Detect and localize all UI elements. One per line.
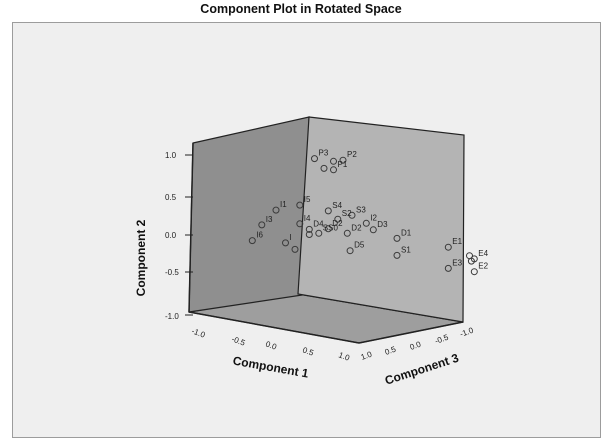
data-point bbox=[305, 231, 313, 238]
x-tick-label: 0.0 bbox=[264, 339, 278, 351]
point-label: E4 bbox=[478, 249, 488, 258]
point-label: P2 bbox=[347, 150, 357, 159]
point-label: S3 bbox=[356, 205, 366, 214]
point-label: S1 bbox=[401, 245, 411, 254]
point-label: SS0 bbox=[323, 223, 339, 232]
z-tick-label: -0.5 bbox=[434, 333, 451, 346]
point-label: S2 bbox=[342, 209, 352, 218]
scatter-3d-plot: 1.0 0.5 0.0 -0.5 -1.0 Component 2 -1.0 -… bbox=[134, 116, 489, 388]
plot-frame: 1.0 0.5 0.0 -0.5 -1.0 Component 2 -1.0 -… bbox=[12, 22, 601, 438]
data-point bbox=[362, 219, 370, 227]
point-label: I1 bbox=[280, 200, 287, 209]
y-tick-label: 0.5 bbox=[165, 193, 177, 202]
data-point bbox=[339, 156, 347, 164]
data-point bbox=[291, 245, 299, 253]
data-point bbox=[320, 164, 328, 172]
x-tick-label: -0.5 bbox=[230, 334, 247, 347]
box-edge bbox=[188, 311, 360, 344]
data-point bbox=[346, 247, 354, 255]
point-label: D1 bbox=[401, 228, 412, 237]
z-axis: 1.0 0.5 0.0 -0.5 -1.0 bbox=[360, 326, 476, 362]
data-point bbox=[348, 211, 356, 219]
box-edge bbox=[188, 142, 194, 313]
data-point bbox=[470, 268, 478, 276]
data-point bbox=[393, 234, 401, 242]
point-label: D2 bbox=[332, 219, 343, 228]
x-axis: -1.0 -0.5 0.0 0.5 1.0 bbox=[190, 326, 351, 362]
point-label: D2 bbox=[351, 223, 362, 232]
point-label: I2 bbox=[370, 213, 377, 222]
data-point bbox=[305, 225, 313, 233]
data-point bbox=[393, 251, 401, 259]
data-point bbox=[343, 229, 351, 237]
x-tick-label: 0.5 bbox=[301, 345, 315, 357]
data-point bbox=[444, 243, 452, 251]
z-tick-label: 0.5 bbox=[384, 344, 398, 356]
z-tick-label: 0.0 bbox=[409, 339, 423, 351]
data-point bbox=[324, 225, 332, 233]
z-tick-label: -1.0 bbox=[459, 326, 476, 339]
back-wall bbox=[188, 116, 310, 313]
data-point bbox=[330, 166, 337, 174]
point-label: E1 bbox=[452, 237, 462, 246]
data-point bbox=[282, 239, 289, 247]
y-tick-label: 0.0 bbox=[165, 231, 177, 240]
point-label: I6 bbox=[256, 231, 263, 240]
point-label: S4 bbox=[332, 201, 342, 210]
data-point bbox=[369, 226, 377, 234]
point-label: I4 bbox=[304, 214, 311, 223]
data-point bbox=[324, 207, 332, 215]
y-tick-label: -0.5 bbox=[165, 268, 179, 277]
z-axis-title: Component 3 bbox=[383, 351, 461, 388]
data-point bbox=[444, 264, 452, 272]
y-tick-label: -1.0 bbox=[165, 312, 179, 321]
point-label: E2 bbox=[478, 262, 488, 271]
x-tick-label: -1.0 bbox=[190, 326, 207, 339]
x-axis-title: Component 1 bbox=[232, 354, 310, 381]
point-label: P3 bbox=[319, 149, 329, 158]
point-label: I5 bbox=[304, 195, 311, 204]
point-label: E3 bbox=[452, 258, 462, 267]
point-label: P1 bbox=[338, 160, 348, 169]
data-point bbox=[296, 201, 304, 209]
point-label: D3 bbox=[377, 220, 388, 229]
data-point bbox=[330, 157, 337, 165]
data-point bbox=[272, 206, 280, 214]
x-tick-label: 1.0 bbox=[337, 350, 351, 362]
point-label: I3 bbox=[266, 215, 273, 224]
point-label: D4 bbox=[313, 219, 324, 228]
y-axis-title: Component 2 bbox=[134, 219, 148, 296]
data-point bbox=[311, 155, 318, 163]
point-label: D5 bbox=[354, 241, 365, 250]
z-tick-label: 1.0 bbox=[360, 349, 374, 361]
data-point bbox=[315, 229, 323, 237]
y-axis: 1.0 0.5 0.0 -0.5 -1.0 bbox=[165, 151, 193, 321]
data-point bbox=[248, 237, 256, 245]
point-label: I bbox=[290, 233, 292, 242]
chart-title: Component Plot in Rotated Space bbox=[200, 2, 402, 16]
y-tick-label: 1.0 bbox=[165, 151, 177, 160]
data-point bbox=[296, 220, 304, 228]
data-point bbox=[334, 215, 342, 223]
data-point bbox=[258, 221, 266, 229]
box-edge bbox=[358, 321, 464, 344]
data-point bbox=[467, 257, 475, 265]
